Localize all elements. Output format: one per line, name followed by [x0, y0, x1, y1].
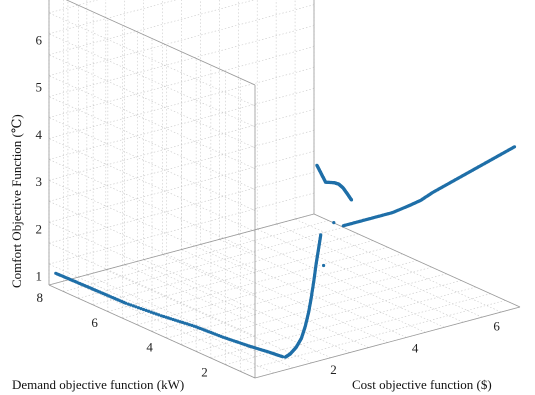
- grid-line: [48, 159, 256, 253]
- data-point: [154, 312, 158, 316]
- y-tick-label: 8: [37, 290, 44, 305]
- box-edge: [65, 0, 256, 86]
- grid-line: [238, 234, 445, 328]
- grid-line: [48, 242, 256, 337]
- data-point: [349, 198, 354, 202]
- grid-line: [48, 4, 315, 77]
- tick-labels: 2 4 6 2 4 6 8 1 2 3 4 5 6: [36, 32, 501, 379]
- grid-line: [48, 263, 256, 358]
- data-point: [139, 307, 143, 311]
- grid-line: [48, 33, 256, 128]
- grid-line: [48, 88, 315, 160]
- data-point: [141, 307, 146, 312]
- grid-line: [162, 254, 369, 348]
- grid-line: [48, 180, 256, 274]
- grid-line: [48, 171, 315, 244]
- z-tick-label: 3: [36, 174, 43, 189]
- grid-line: [200, 244, 407, 338]
- y-tick-label: 4: [146, 340, 153, 355]
- grid-line: [48, 221, 256, 316]
- data-point: [147, 309, 151, 313]
- grid-line: [48, 12, 256, 107]
- data-point: [136, 306, 141, 310]
- grid-line: [257, 228, 464, 323]
- grid-line: [67, 279, 275, 374]
- x-tick-label: 4: [412, 340, 419, 355]
- data-point: [149, 310, 153, 314]
- grid-line: [48, 0, 177, 35]
- grid-line: [48, 138, 256, 232]
- grid-line: [276, 223, 483, 318]
- data-point: [173, 318, 177, 322]
- z-tick-label: 4: [36, 127, 43, 142]
- data-point: [129, 303, 133, 307]
- data-point: [322, 263, 326, 268]
- grid-line: [48, 117, 256, 211]
- data-point: [124, 301, 128, 305]
- data-point: [162, 314, 166, 319]
- box-edge: [48, 213, 315, 286]
- data-point: [126, 302, 130, 306]
- grid-line: [48, 129, 315, 202]
- y-axis-label: Demand objective function (kW): [12, 377, 184, 392]
- z-tick-label: 5: [36, 80, 43, 95]
- grid-line: [151, 260, 418, 332]
- grid-line: [240, 300, 506, 372]
- grid-line: [48, 25, 315, 97]
- x-tick-label: 2: [330, 362, 337, 377]
- grid-line: [48, 46, 315, 118]
- box-edge: [48, 284, 256, 379]
- x-axis-label: Cost objective function ($): [352, 377, 492, 392]
- axes-box: [48, 0, 521, 379]
- data-point: [512, 145, 517, 149]
- x-tick-label: 6: [493, 318, 500, 333]
- grid-line: [48, 150, 315, 223]
- z-tick-label: 6: [36, 32, 43, 47]
- grid-line: [48, 0, 99, 14]
- grid-line: [48, 67, 315, 139]
- data-point: [187, 323, 192, 327]
- data-point: [157, 313, 161, 317]
- z-tick-label: 1: [36, 269, 43, 284]
- grid-line: [143, 259, 350, 353]
- data-point: [183, 321, 187, 325]
- grid-line: [48, 54, 256, 149]
- grid-line: [105, 269, 312, 364]
- data-point: [178, 320, 182, 324]
- data-point: [332, 221, 336, 225]
- y-tick-label: 2: [201, 364, 208, 379]
- grid-line: [137, 253, 403, 326]
- y-tick-label: 6: [91, 315, 98, 330]
- grid-line: [48, 96, 256, 190]
- grid-line: [48, 75, 256, 169]
- data-point: [134, 305, 138, 309]
- grid-layer: [48, 0, 521, 379]
- data-points: [54, 145, 517, 359]
- grid-line: [48, 0, 255, 56]
- box-edge: [254, 306, 521, 379]
- data-point: [319, 233, 323, 237]
- box-edge: [313, 213, 521, 308]
- data-point: [281, 355, 285, 359]
- data-point: [169, 317, 173, 321]
- grid-line: [166, 266, 432, 339]
- data-point: [144, 308, 148, 312]
- grid-line: [294, 218, 502, 313]
- z-tick-label: 2: [36, 221, 43, 236]
- grid-line: [48, 192, 315, 265]
- grid-line: [48, 201, 256, 295]
- grid-line: [219, 239, 426, 333]
- data-point: [152, 311, 156, 315]
- z-axis-label: Comfort Objective Function (℃): [9, 114, 24, 288]
- data-point: [131, 304, 135, 308]
- grid-line: [48, 109, 315, 181]
